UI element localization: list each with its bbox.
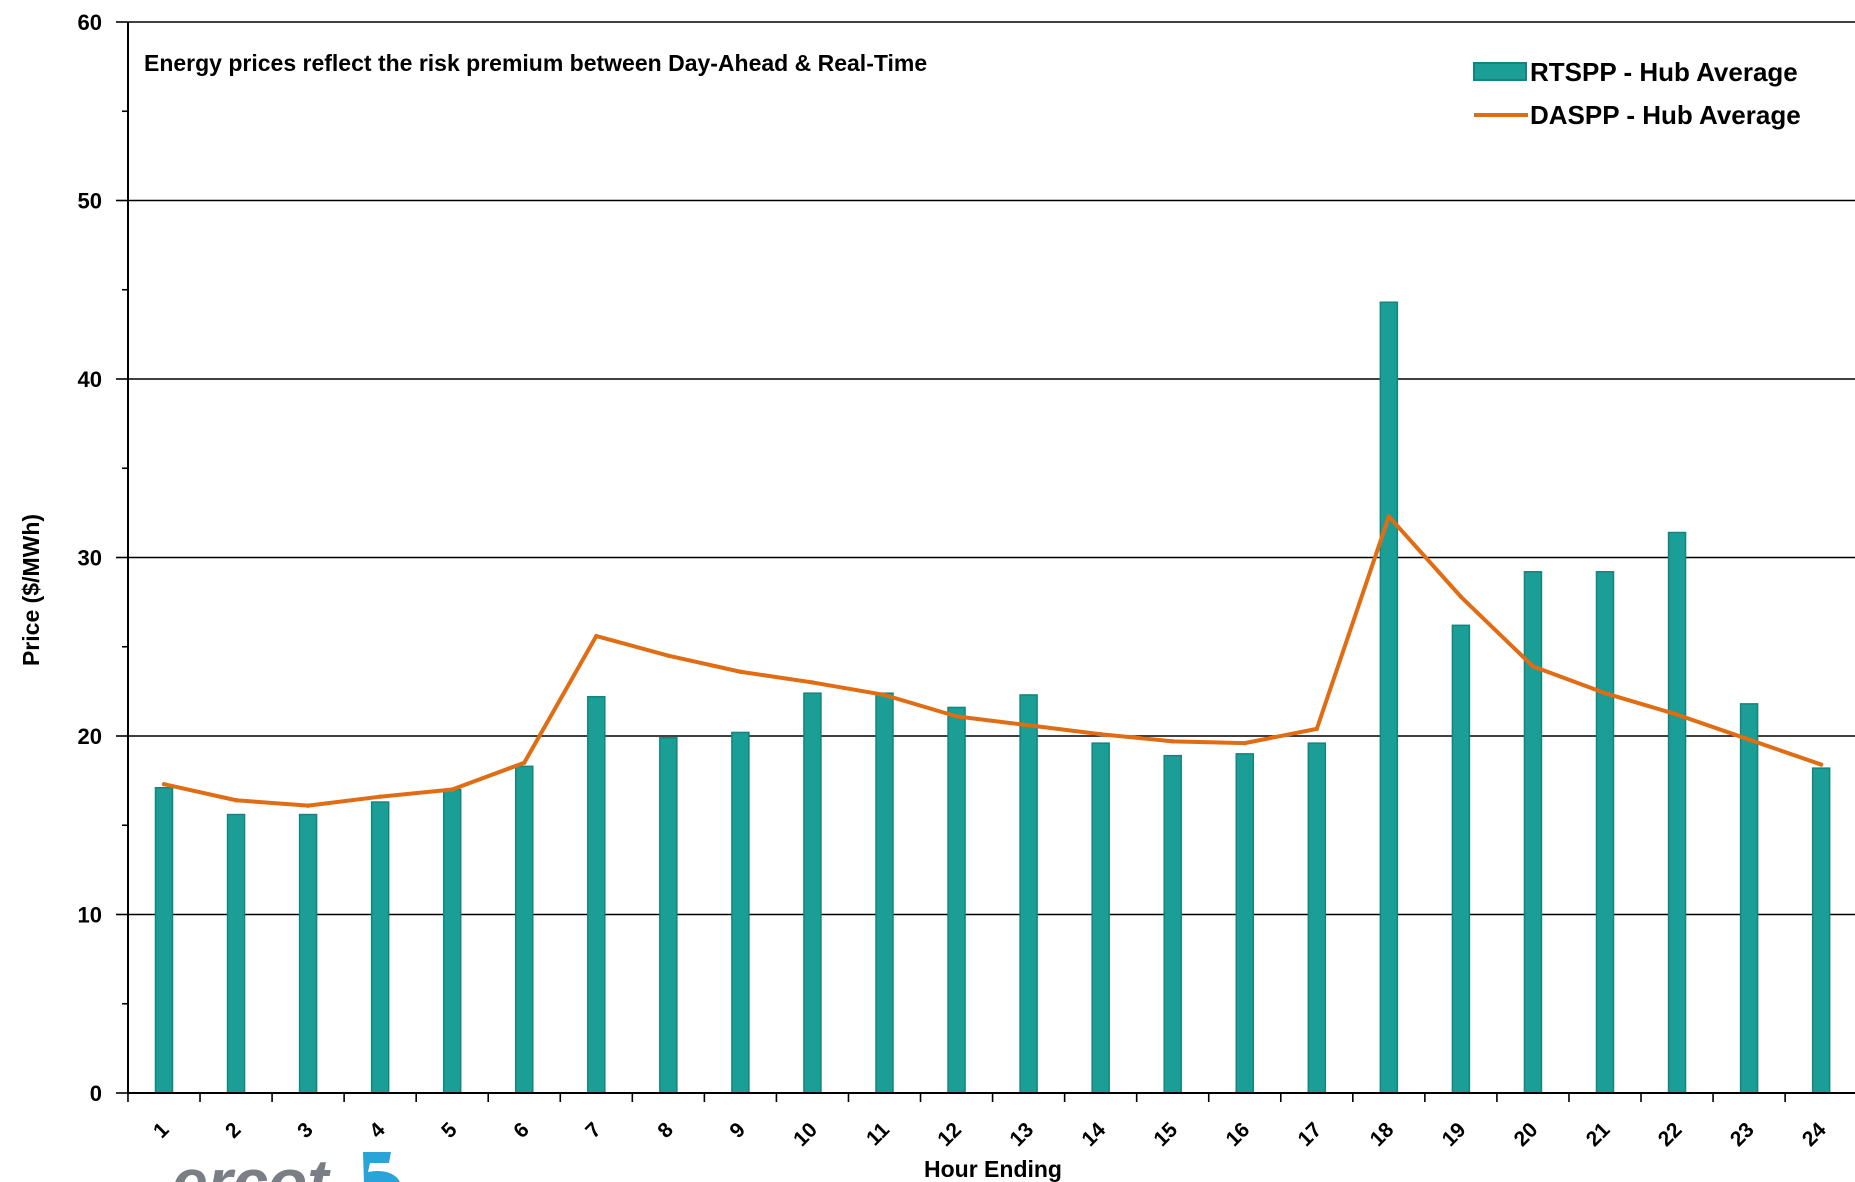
x-tick-labels: 1 2 3 4 5 6 7 8 9 10 11 12 13 14 15 16 17 18 19 20 21 22 23 24 xyxy=(149,1118,1831,1151)
x-tick-label: 13 xyxy=(1005,1118,1038,1151)
legend: RTSPP - Hub Average DASPP - Hub Average xyxy=(1473,57,1801,130)
y-tick-label: 60 xyxy=(78,10,102,35)
ercot-logo: ercot xyxy=(172,1146,400,1182)
chart-annotation: Energy prices reflect the risk premium b… xyxy=(144,50,927,76)
bar-rtspp-hour-3 xyxy=(298,813,318,1094)
point-daspp-hour-5 xyxy=(450,787,455,792)
gridlines xyxy=(128,21,1855,916)
bar-rtspp-hour-21 xyxy=(1595,571,1615,1094)
bar-rtspp-hour-17 xyxy=(1307,742,1327,1094)
x-tick-label: 10 xyxy=(789,1118,822,1151)
point-daspp-hour-20 xyxy=(1530,664,1536,669)
point-daspp-hour-24 xyxy=(1818,762,1824,767)
bar-rtspp-hour-11 xyxy=(875,692,894,1094)
bar-rtspp-hour-9 xyxy=(731,731,750,1094)
x-tick-label: 23 xyxy=(1726,1118,1759,1151)
y-axis-title: Price ($/MWh) xyxy=(18,514,44,666)
point-daspp-hour-19 xyxy=(1458,594,1464,599)
x-tick-label: 3 xyxy=(293,1118,318,1143)
y-tick-label: 0 xyxy=(90,1081,102,1106)
point-daspp-hour-16 xyxy=(1242,740,1247,746)
point-daspp-hour-18 xyxy=(1386,514,1392,519)
x-tick-label: 12 xyxy=(933,1118,966,1151)
x-axis-title: Hour Ending xyxy=(924,1156,1062,1182)
point-daspp-hour-14 xyxy=(1098,732,1103,737)
point-daspp-hour-9 xyxy=(738,669,743,674)
x-tick-label: 11 xyxy=(862,1118,894,1150)
daspp-line-group xyxy=(161,514,1824,808)
bar-rtspp-hour-10 xyxy=(803,692,822,1094)
x-tick-label: 6 xyxy=(509,1118,534,1143)
svg-text:ercot: ercot xyxy=(172,1146,331,1182)
x-tick-label: 14 xyxy=(1077,1118,1110,1151)
axes xyxy=(116,21,1855,1102)
bar-rtspp-hour-7 xyxy=(587,695,606,1094)
bar-rtspp-hour-24 xyxy=(1811,767,1831,1094)
point-daspp-hour-6 xyxy=(522,760,527,765)
x-tick-label: 19 xyxy=(1438,1118,1471,1151)
x-tick-label: 17 xyxy=(1294,1118,1327,1151)
x-tick-label: 22 xyxy=(1654,1118,1687,1151)
y-tick-label: 20 xyxy=(78,724,102,749)
point-daspp-hour-8 xyxy=(666,653,671,658)
bar-rtspp-hour-18 xyxy=(1379,301,1399,1094)
x-tick-label: 21 xyxy=(1582,1118,1615,1151)
bar-rtspp-hour-19 xyxy=(1451,624,1471,1094)
legend-swatch-rtspp xyxy=(1473,62,1527,81)
rtspp-bars xyxy=(154,301,1831,1094)
bar-rtspp-hour-13 xyxy=(1019,694,1038,1094)
y-tick-label: 10 xyxy=(78,903,102,928)
x-tick-label: 8 xyxy=(653,1118,678,1143)
y-tick-labels: 0 10 20 30 40 50 60 xyxy=(78,10,102,1106)
x-tick-label: 24 xyxy=(1798,1118,1831,1151)
x-tick-label: 5 xyxy=(437,1118,462,1143)
point-daspp-hour-10 xyxy=(810,680,815,685)
point-daspp-hour-12 xyxy=(954,714,959,719)
point-daspp-hour-13 xyxy=(1026,723,1031,728)
bar-rtspp-hour-20 xyxy=(1523,571,1543,1094)
daspp-line xyxy=(163,514,1822,808)
bar-rtspp-hour-4 xyxy=(370,801,390,1094)
point-daspp-hour-23 xyxy=(1746,737,1752,742)
logo-mark-icon xyxy=(363,1152,400,1182)
x-tick-label: 16 xyxy=(1222,1118,1255,1151)
x-tick-label: 7 xyxy=(581,1118,606,1143)
point-daspp-hour-17 xyxy=(1314,726,1320,732)
y-tick-label: 50 xyxy=(78,189,102,214)
y-tick-label: 30 xyxy=(78,546,102,571)
bar-rtspp-hour-8 xyxy=(659,737,678,1094)
bar-rtspp-hour-23 xyxy=(1739,703,1759,1094)
y-tick-label: 40 xyxy=(78,367,102,392)
bar-rtspp-hour-5 xyxy=(442,788,462,1094)
point-daspp-hour-3 xyxy=(305,803,311,808)
point-daspp-hour-4 xyxy=(377,794,383,799)
point-daspp-hour-7 xyxy=(594,633,599,639)
x-tick-label: 18 xyxy=(1366,1118,1399,1151)
x-tick-label: 9 xyxy=(725,1118,750,1143)
x-tick-label: 4 xyxy=(365,1118,390,1143)
legend-label-daspp: DASPP - Hub Average xyxy=(1530,100,1801,130)
bar-rtspp-hour-15 xyxy=(1163,754,1182,1094)
point-daspp-hour-15 xyxy=(1170,739,1175,744)
bar-rtspp-hour-1 xyxy=(154,787,174,1094)
x-tick-label: 15 xyxy=(1149,1118,1182,1151)
bar-rtspp-hour-14 xyxy=(1091,742,1110,1094)
bar-rtspp-hour-6 xyxy=(515,765,534,1094)
point-daspp-hour-21 xyxy=(1602,690,1608,696)
point-daspp-hour-22 xyxy=(1674,712,1680,717)
bar-rtspp-hour-2 xyxy=(226,813,246,1094)
bar-rtspp-hour-12 xyxy=(947,706,966,1094)
bar-rtspp-hour-16 xyxy=(1235,753,1254,1094)
x-tick-label: 1 xyxy=(149,1118,174,1143)
legend-label-rtspp: RTSPP - Hub Average xyxy=(1530,57,1798,87)
bar-rtspp-hour-22 xyxy=(1667,531,1687,1094)
x-tick-label: 20 xyxy=(1510,1118,1543,1151)
point-daspp-hour-11 xyxy=(882,692,887,698)
point-daspp-hour-1 xyxy=(161,781,167,787)
point-daspp-hour-2 xyxy=(233,798,239,803)
x-tick-label: 2 xyxy=(221,1118,246,1143)
